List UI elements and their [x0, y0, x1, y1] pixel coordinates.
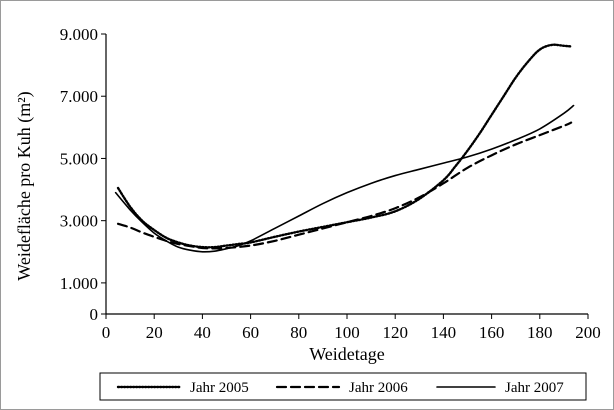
legend: Jahr 2005 Jahr 2006 Jahr 2007: [99, 372, 587, 401]
series-line-jahr-2007: [114, 104, 575, 253]
axes: [101, 33, 589, 319]
x-tick-label: 20: [146, 323, 163, 342]
series-lines: [114, 43, 575, 253]
y-tick-label: 3.000: [60, 212, 98, 231]
x-tick-label: 0: [102, 323, 111, 342]
y-axis-label: Weidefläche pro Kuh (m²): [14, 91, 35, 280]
legend-label: Jahr 2007: [505, 380, 564, 396]
tick-labels: 0 1.000 3.000 5.000 7.000 9.000 0 20 40 60 80 100 12…: [60, 25, 601, 342]
series-line-jahr-2006: [116, 121, 573, 250]
y-tick-label: 5.000: [60, 149, 98, 168]
y-tick-label: 7.000: [60, 87, 98, 106]
y-tick-label: 9.000: [60, 25, 98, 44]
x-tick-label: 80: [290, 323, 307, 342]
y-tick-label: 0: [90, 305, 99, 324]
x-tick-label: 100: [334, 323, 360, 342]
x-tick-label: 180: [527, 323, 553, 342]
legend-box: [99, 372, 587, 401]
x-tick-label: 160: [479, 323, 505, 342]
x-tick-label: 140: [431, 323, 457, 342]
series-line-jahr-2005: [116, 43, 573, 249]
x-tick-label: 40: [194, 323, 211, 342]
x-tick-label: 60: [242, 323, 259, 342]
legend-label: Jahr 2006: [349, 380, 408, 396]
y-tick-label: 1.000: [60, 274, 98, 293]
legend-label: Jahr 2005: [190, 380, 249, 396]
x-tick-label: 120: [382, 323, 408, 342]
x-axis-label: Weidetage: [309, 344, 385, 364]
x-tick-label: 200: [575, 323, 601, 342]
